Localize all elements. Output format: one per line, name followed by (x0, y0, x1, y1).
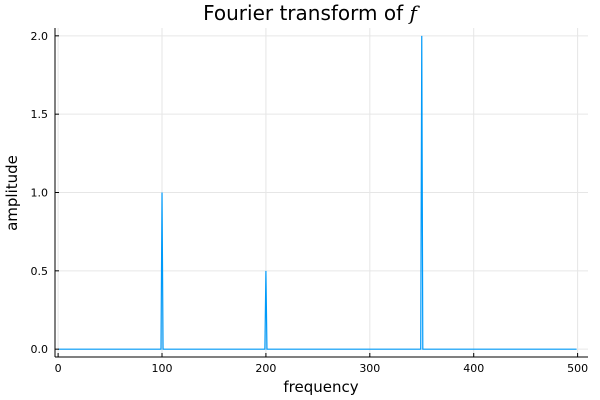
y-tick-label-4: 2.0 (31, 30, 49, 43)
series-line-0 (58, 35, 577, 350)
grid-layer (55, 28, 588, 357)
series-layer (58, 35, 577, 350)
x-tick-label-0: 0 (55, 362, 62, 375)
x-axis-label: frequency (283, 378, 358, 396)
y-tick-label-3: 1.5 (31, 108, 49, 121)
x-tick-label-3: 300 (359, 362, 380, 375)
y-axis-label: amplitude (3, 155, 21, 231)
y-tick-label-2: 1.0 (31, 187, 49, 200)
x-tick-label-2: 200 (255, 362, 276, 375)
x-tick-label-4: 400 (463, 362, 484, 375)
ticks-layer: 0 100 200 300 400 500 0.0 0.5 1.0 1.5 2.0 (31, 30, 589, 375)
chart-title-text: Fourier transform of (203, 1, 409, 25)
x-tick-label-1: 100 (152, 362, 173, 375)
y-tick-label-0: 0.0 (31, 343, 49, 356)
chart-title: Fourier transform of f (203, 1, 420, 25)
chart-title-variable: f (408, 1, 421, 25)
y-tick-label-1: 0.5 (31, 265, 49, 278)
x-tick-label-5: 500 (567, 362, 588, 375)
